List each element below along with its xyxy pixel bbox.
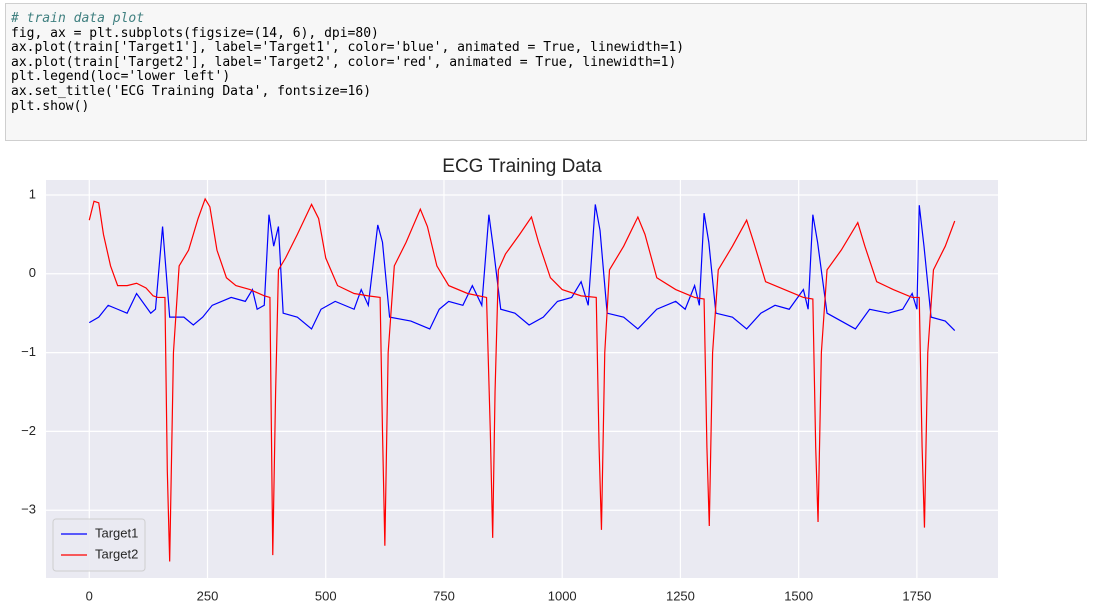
legend-label: Target1 — [95, 525, 138, 540]
x-tick-label: 500 — [315, 588, 337, 603]
code-line: plt.show() — [11, 98, 90, 114]
x-tick-label: 0 — [86, 588, 93, 603]
line — [88, 204, 956, 331]
x-tick-label: 250 — [197, 588, 219, 603]
code-line: plt.legend(loc='lower left') — [11, 69, 231, 85]
code-line: ax.plot(train['Target2'], label='Target2… — [11, 54, 677, 70]
x-tick-label: 750 — [433, 588, 455, 603]
code-cell[interactable]: # train data plot fig, ax = plt.subplots… — [5, 3, 1087, 141]
x-tick-label: 1500 — [784, 588, 813, 603]
legend-box — [52, 518, 146, 572]
x-tick-label: 1000 — [548, 588, 577, 603]
y-tick-label: −3 — [21, 502, 36, 517]
x-tick-label: 1750 — [902, 588, 931, 603]
legend-label: Target2 — [95, 546, 138, 561]
y-tick-label: 1 — [29, 186, 36, 201]
code-line: fig, ax = plt.subplots(figsize=(14, 6), … — [11, 25, 379, 41]
x-tick-label: 1250 — [666, 588, 695, 603]
code-line: ax.set_title('ECG Training Data', fontsi… — [11, 83, 372, 99]
legend: Target1 Target2 — [52, 518, 146, 572]
y-tick-label: −2 — [21, 423, 36, 438]
y-tick-label: 0 — [29, 265, 36, 280]
code-line: ax.plot(train['Target1'], label='Target1… — [11, 40, 685, 56]
chart-title: ECG Training Data — [442, 156, 602, 177]
plot-area — [46, 180, 998, 578]
y-tick-label: −1 — [21, 344, 36, 359]
line — [88, 197, 956, 562]
code-line: # train data plot — [11, 11, 145, 26]
